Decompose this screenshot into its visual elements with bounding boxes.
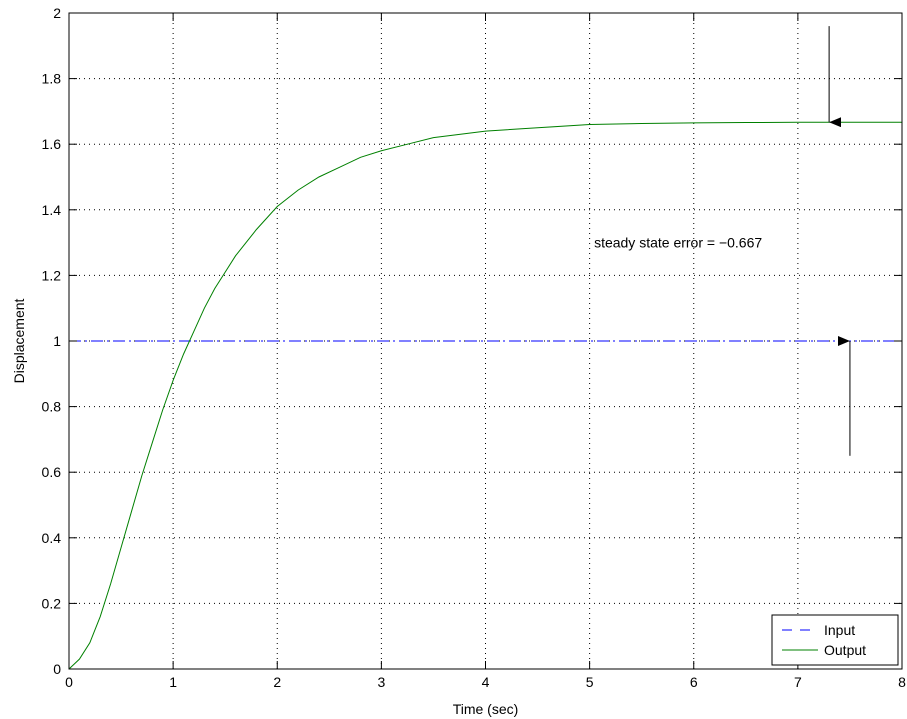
x-axis-label: Time (sec) xyxy=(453,701,519,717)
x-tick-label: 6 xyxy=(690,674,698,690)
x-tick-label: 8 xyxy=(898,674,906,690)
x-tick-label: 1 xyxy=(169,674,177,690)
y-tick-label: 1.2 xyxy=(42,267,62,283)
x-tick-label: 5 xyxy=(586,674,594,690)
annotations: steady state error = −0.667 xyxy=(594,26,851,456)
annotation-steady-state-error: steady state error = −0.667 xyxy=(594,235,762,251)
y-tick-label: 0.2 xyxy=(42,595,62,611)
x-tick-label: 7 xyxy=(794,674,802,690)
legend-box xyxy=(771,614,899,666)
legend-label-output: Output xyxy=(824,642,866,658)
y-tick-label: 0.6 xyxy=(42,464,62,480)
y-tick-label: 2 xyxy=(53,5,61,21)
y-tick-label: 1.6 xyxy=(42,136,62,152)
x-tick-label: 3 xyxy=(377,674,385,690)
legend-label-input: Input xyxy=(824,622,855,638)
y-tick-label: 1.8 xyxy=(42,71,62,87)
x-tick-label: 0 xyxy=(65,674,73,690)
legend: Input Output xyxy=(771,614,899,666)
ticks: 0 1 2 3 4 5 6 7 8 0 0.2 0.4 0.6 0.8 1 1.2 1.4 1.6 1.8 2 xyxy=(42,5,907,690)
x-tick-label: 4 xyxy=(482,674,490,690)
y-axis-label: Displacement xyxy=(11,298,27,383)
y-tick-label: 1.4 xyxy=(42,202,62,218)
y-tick-label: 0 xyxy=(53,661,61,677)
y-tick-label: 0.4 xyxy=(42,530,62,546)
y-tick-label: 0.8 xyxy=(42,399,62,415)
y-tick-label: 1 xyxy=(53,333,61,349)
series-layer xyxy=(68,121,902,670)
series-line-output xyxy=(68,121,902,670)
x-tick-label: 2 xyxy=(273,674,281,690)
